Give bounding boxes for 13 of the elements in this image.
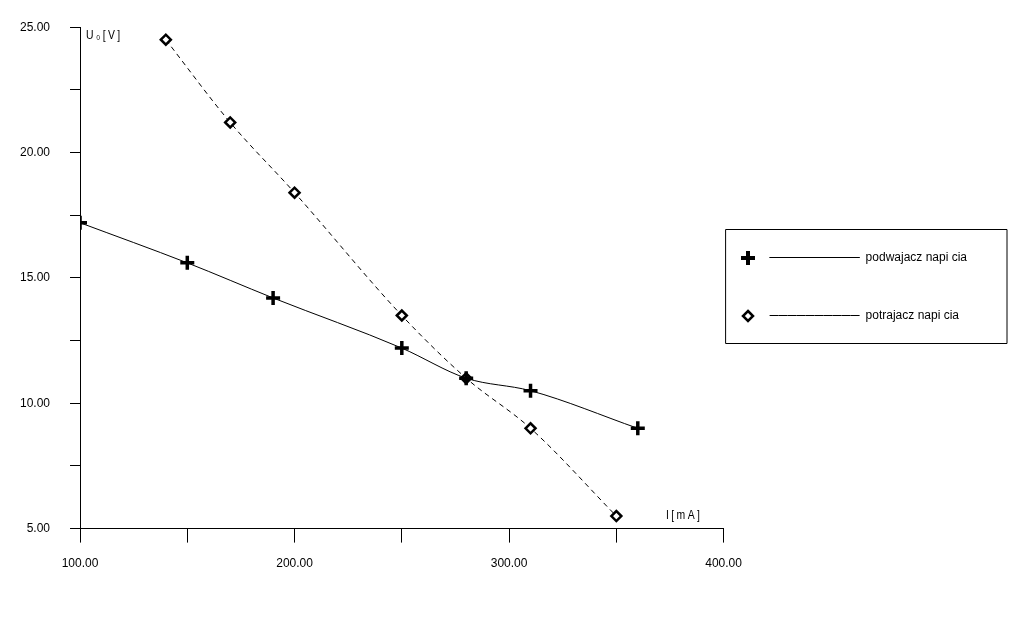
text: potrajacz napi cia bbox=[865, 307, 960, 322]
y-tick-label: 25.00 bbox=[20, 19, 51, 34]
y-tick-label: 5.00 bbox=[26, 520, 51, 535]
x-tick-label: 100.00 bbox=[61, 556, 99, 571]
y-axis-title: U₀[V] bbox=[86, 27, 123, 43]
y-tick-label: 10.00 bbox=[20, 395, 51, 410]
x-tick-label: 400.00 bbox=[705, 556, 743, 571]
x-axis-title: I[mA] bbox=[665, 506, 702, 522]
y-tick-label: 15.00 bbox=[20, 270, 51, 285]
text: podwajacz napi cia bbox=[865, 249, 968, 264]
x-tick-label: 200.00 bbox=[276, 556, 314, 571]
y-tick-label: 20.00 bbox=[20, 144, 51, 159]
x-tick-label: 300.00 bbox=[490, 556, 528, 571]
